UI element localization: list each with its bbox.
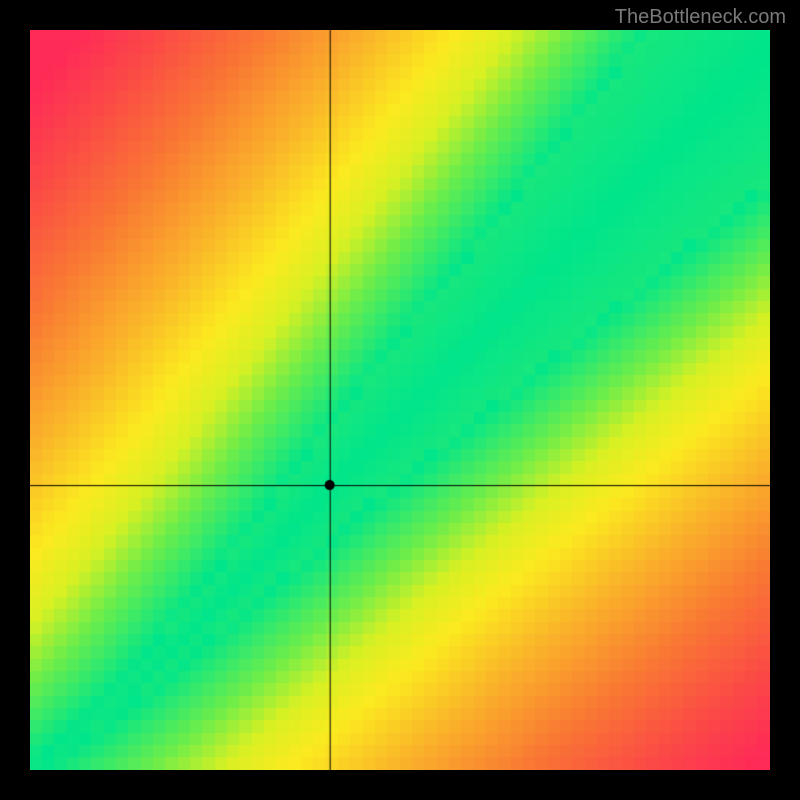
frame-right (770, 0, 800, 800)
heatmap-canvas (30, 30, 770, 770)
chart-container: TheBottleneck.com (0, 0, 800, 800)
frame-bottom (0, 770, 800, 800)
attribution-text: TheBottleneck.com (615, 6, 786, 29)
frame-left (0, 0, 30, 800)
